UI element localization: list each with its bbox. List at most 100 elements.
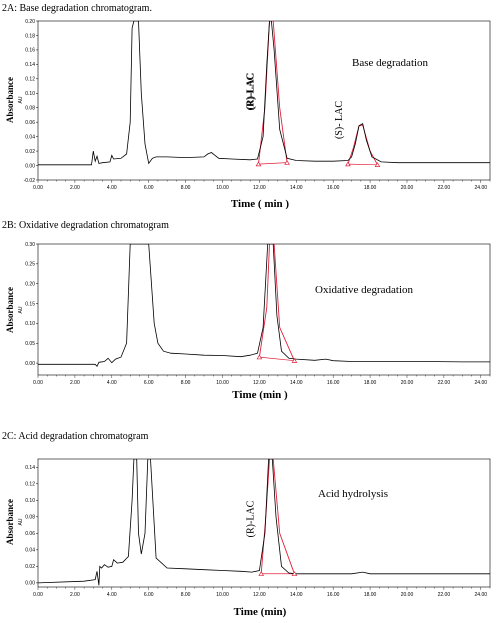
y-tick-label: 0.06 — [25, 531, 35, 537]
x-tick-label: 2.00 — [70, 592, 80, 598]
chromatogram-trace — [38, 21, 490, 166]
x-tick-label: 0.00 — [33, 592, 43, 598]
x-tick-label: 18.00 — [364, 380, 377, 386]
y-axis-label: Absorbance — [5, 499, 15, 545]
peak-label: (S)- LAC — [334, 101, 345, 139]
plot-frame — [37, 243, 491, 376]
x-tick-label: 4.00 — [107, 380, 117, 386]
x-tick-label: 20.00 — [401, 592, 414, 598]
chromatogram-trace — [38, 244, 490, 368]
y-axis-unit: AU — [18, 306, 24, 313]
x-tick-label: 18.00 — [364, 185, 377, 191]
integrated-peak-line — [258, 244, 295, 361]
x-tick-label: 16.00 — [327, 185, 340, 191]
x-tick-label: 20.00 — [401, 380, 414, 386]
y-tick-label: 0.05 — [25, 341, 35, 347]
y-tick-label: 0.30 — [25, 242, 35, 248]
x-tick-label: 10.00 — [216, 380, 229, 386]
panel-title: 2C: Acid degradation chromatogram — [2, 431, 149, 442]
y-tick-label: 0.12 — [25, 77, 35, 83]
plot-frame — [37, 458, 491, 588]
peak-boundary-marker — [345, 161, 351, 167]
peak-boundary-marker — [291, 571, 298, 576]
y-tick-label: 0.15 — [25, 301, 35, 307]
x-tick-label: 22.00 — [438, 380, 451, 386]
y-tick-label: 0.20 — [25, 281, 35, 287]
x-tick-label: 0.00 — [33, 380, 43, 386]
y-tick-label: 0.10 — [25, 321, 35, 327]
integration-baseline — [347, 163, 378, 166]
y-tick-label: -0.02 — [24, 178, 36, 184]
chart-annotation: Base degradation — [352, 57, 429, 69]
x-tick-label: 14.00 — [290, 380, 303, 386]
chart-annotation: Acid hydrolysis — [318, 488, 388, 500]
panel-acid-degradation: 2C: Acid degradation chromatogram Time (… — [2, 431, 491, 618]
integrated-peak-line — [347, 124, 378, 166]
y-tick-label: 0.04 — [25, 548, 35, 554]
x-tick-label: 8.00 — [181, 592, 191, 598]
panel-title: 2A: Base degradation chromatogram. — [2, 3, 152, 14]
x-axis-label: Time (min) — [234, 606, 287, 618]
x-axis-label: Time (min ) — [232, 389, 288, 401]
panel-base-degradation: 2A: Base degradation chromatogram. Time … — [2, 3, 491, 210]
x-tick-label: 0.00 — [33, 185, 43, 191]
y-tick-label: 0.25 — [25, 262, 35, 268]
chromatogram-trace — [38, 459, 490, 586]
y-tick-label: 0.02 — [25, 564, 35, 570]
peak-boundary-marker — [258, 571, 265, 576]
x-tick-label: 24.00 — [475, 592, 488, 598]
x-tick-label: 20.00 — [401, 185, 414, 191]
x-axis-label: Time ( min ) — [231, 198, 289, 210]
y-tick-label: 0.18 — [25, 33, 35, 39]
x-tick-label: 22.00 — [438, 592, 451, 598]
chart-annotation: Oxidative degradation — [315, 284, 414, 296]
panel-title: 2B: Oxidative degradation chromatogram — [2, 220, 169, 231]
y-tick-label: 0.00 — [25, 361, 35, 367]
y-tick-label: 0.16 — [25, 48, 35, 54]
x-tick-label: 18.00 — [364, 592, 377, 598]
plot-frame — [37, 20, 491, 181]
integration-baseline — [259, 356, 295, 362]
peak-boundary-marker — [256, 354, 263, 360]
peak-label: (R)-LAC — [245, 500, 256, 537]
x-tick-label: 10.00 — [216, 592, 229, 598]
x-tick-label: 24.00 — [475, 380, 488, 386]
x-tick-label: 2.00 — [70, 185, 80, 191]
peak-boundary-marker — [255, 161, 262, 167]
y-axis-unit: AU — [18, 96, 24, 103]
peak-label: (R)-LAC — [245, 72, 256, 109]
x-tick-label: 14.00 — [290, 185, 303, 191]
x-tick-label: 24.00 — [475, 185, 488, 191]
x-tick-label: 4.00 — [107, 185, 117, 191]
x-tick-label: 12.00 — [253, 185, 266, 191]
x-tick-label: 16.00 — [327, 380, 340, 386]
peak-boundary-marker — [284, 159, 290, 165]
x-tick-label: 10.00 — [216, 185, 229, 191]
x-tick-label: 22.00 — [438, 185, 451, 191]
y-tick-label: 0.08 — [25, 515, 35, 521]
peak-boundary-marker — [374, 162, 381, 167]
y-tick-label: 0.06 — [25, 120, 35, 126]
y-tick-label: 0.00 — [25, 581, 35, 587]
y-axis-label: Absorbance — [5, 287, 15, 333]
panel-oxidative-degradation: 2B: Oxidative degradation chromatogram T… — [2, 73, 491, 401]
integrated-peak-line — [260, 459, 295, 574]
x-tick-label: 12.00 — [253, 592, 266, 598]
y-tick-label: 0.02 — [25, 149, 35, 155]
y-tick-label: 0.10 — [25, 498, 35, 504]
peak-boundary-marker — [291, 358, 298, 363]
x-tick-label: 4.00 — [107, 592, 117, 598]
integration-baseline — [258, 162, 288, 165]
y-tick-label: 0.08 — [25, 106, 35, 112]
x-tick-label: 12.00 — [253, 380, 266, 386]
y-tick-label: 0.10 — [25, 91, 35, 97]
y-tick-label: 0.04 — [25, 134, 35, 140]
x-tick-label: 6.00 — [144, 592, 154, 598]
y-tick-label: 0.12 — [25, 482, 35, 488]
peak-label: (R)-LAC — [245, 73, 256, 110]
y-tick-label: 0.14 — [25, 465, 35, 471]
x-tick-label: 14.00 — [290, 592, 303, 598]
x-tick-label: 16.00 — [327, 592, 340, 598]
y-axis-unit: AU — [18, 518, 24, 525]
